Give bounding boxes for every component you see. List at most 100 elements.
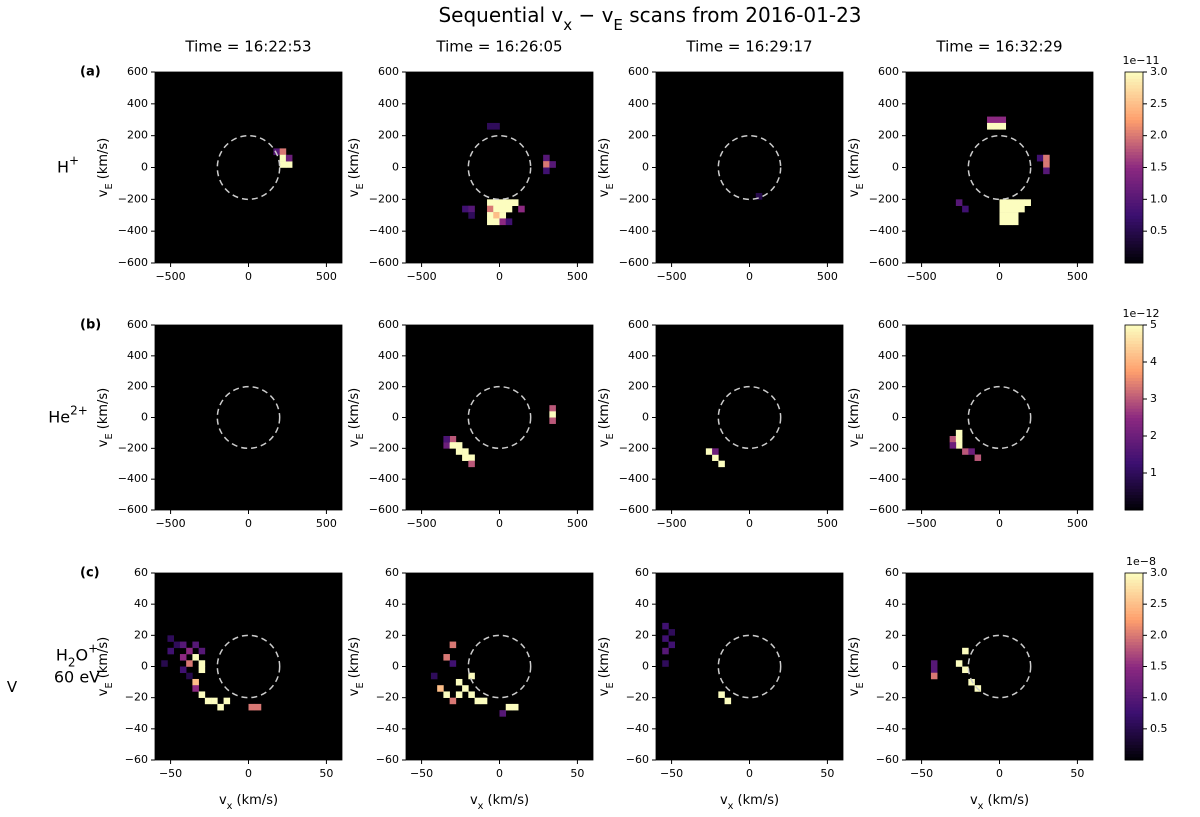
heatmap-cell	[179, 654, 187, 661]
colorbar-step	[1125, 588, 1143, 593]
y-tick-label: 600	[628, 65, 649, 78]
colorbar-step	[1125, 383, 1143, 388]
heatmap-cell	[186, 672, 193, 680]
y-tick-label: −600	[619, 256, 649, 269]
y-axis-label-part: E	[104, 682, 115, 688]
y-axis-label: vE (km/s)	[847, 138, 866, 198]
colorbar-step	[1125, 180, 1143, 184]
y-tick-label: 600	[878, 65, 899, 78]
colorbar-step	[1125, 215, 1143, 219]
heatmap-cell	[755, 192, 763, 200]
colorbar-step	[1125, 352, 1143, 357]
y-tick-label: 60	[885, 566, 899, 579]
y-tick-label: 400	[378, 97, 399, 110]
x-tick-label: 0	[496, 270, 503, 283]
colorbar-step	[1125, 392, 1143, 397]
y-tick-label: −40	[626, 722, 649, 735]
y-tick-label: 200	[378, 129, 399, 142]
heatmap-cell	[223, 697, 231, 705]
row-label-part: H	[56, 645, 68, 664]
x-tick-label: 500	[1067, 270, 1088, 283]
y-axis-label-part: (km/s)	[96, 138, 111, 184]
colorbar-step	[1125, 750, 1143, 755]
heatmap-cell	[930, 666, 938, 674]
colorbar-tick-label: 1.5	[1150, 161, 1168, 174]
heatmap-cell	[1043, 161, 1050, 168]
colorbar-step	[1125, 738, 1143, 742]
colorbar-step	[1125, 697, 1143, 702]
heatmap-cell	[962, 666, 969, 674]
heatmap-cell	[449, 641, 457, 649]
colorbar-step	[1125, 129, 1143, 133]
colorbar-step	[1125, 221, 1143, 226]
y-axis-label-part: E	[855, 682, 866, 688]
colorbar-step	[1125, 439, 1143, 443]
colorbar-step	[1125, 476, 1143, 480]
y-tick-label: −60	[125, 753, 148, 766]
x-tick-label: 0	[746, 270, 753, 283]
y-tick-label: 400	[127, 349, 148, 362]
heatmap-cell	[493, 205, 500, 213]
colorbar-step	[1125, 240, 1143, 245]
colorbar-step	[1125, 196, 1143, 200]
colorbar-step	[1125, 635, 1143, 639]
reference-circle	[467, 385, 532, 450]
panel-background	[155, 325, 342, 510]
heatmap-cell	[455, 678, 463, 686]
colorbar-step	[1125, 328, 1143, 332]
heatmap-cell	[999, 205, 1007, 213]
colorbar-step	[1125, 399, 1143, 403]
x-tick-label: 500	[1067, 517, 1088, 530]
x-tick-label: 500	[817, 517, 838, 530]
colorbar-step	[1125, 432, 1143, 437]
heatmap-cell	[1005, 218, 1013, 226]
y-axis-label-part: v	[96, 189, 111, 197]
heatmap-cell	[993, 116, 1000, 124]
heatmap-cell	[186, 660, 193, 667]
colorbar-step	[1125, 377, 1143, 381]
panel-label: (b)	[80, 318, 101, 333]
y-tick-label: 0	[892, 411, 899, 424]
x-axis-label: vx (km/s)	[219, 793, 278, 812]
y-axis-label-part: (km/s)	[347, 138, 362, 184]
y-tick-label: 20	[885, 628, 899, 641]
colorbar-step	[1125, 331, 1143, 335]
colorbar-step	[1125, 451, 1143, 455]
y-tick-label: 20	[385, 628, 399, 641]
heatmap-cell	[949, 442, 957, 449]
colorbar-step	[1125, 747, 1143, 752]
colorbar-step	[1125, 582, 1143, 586]
x-axis-label-part: (km/s)	[483, 793, 529, 808]
y-axis-label: vE (km/s)	[96, 388, 115, 448]
colorbar-step	[1125, 741, 1143, 745]
colorbar-step	[1125, 494, 1143, 499]
colorbar-step	[1125, 691, 1143, 696]
colorbar-step	[1125, 183, 1143, 188]
heatmap-cell	[279, 148, 287, 156]
y-axis-label: vE (km/s)	[347, 388, 366, 448]
y-axis-label-part: E	[855, 183, 866, 189]
colorbar-step	[1125, 337, 1143, 341]
panel-label: (a)	[80, 65, 101, 80]
heatmap-cell	[993, 122, 1000, 130]
heatmap-cell	[462, 448, 469, 455]
x-axis-label-part: x	[978, 801, 984, 812]
colorbar-step	[1125, 660, 1143, 664]
colorbar-step	[1125, 177, 1143, 181]
heatmap-cell	[499, 212, 507, 219]
colorbar-tick-label: 1.0	[1150, 691, 1168, 704]
colorbar-step	[1125, 380, 1143, 385]
heatmap-cell	[493, 122, 500, 130]
colorbar-step	[1125, 429, 1143, 434]
colorbar-step	[1125, 355, 1143, 360]
colorbar-step	[1125, 358, 1143, 363]
reference-circle	[216, 134, 281, 201]
x-tick-label: −50	[159, 767, 182, 780]
colorbar-step	[1125, 423, 1143, 428]
colorbar-step	[1125, 154, 1143, 159]
colorbar-step	[1125, 594, 1143, 599]
colorbar-step	[1125, 138, 1143, 143]
heatmap-cell	[468, 460, 475, 468]
y-axis-label-part: E	[355, 183, 366, 189]
